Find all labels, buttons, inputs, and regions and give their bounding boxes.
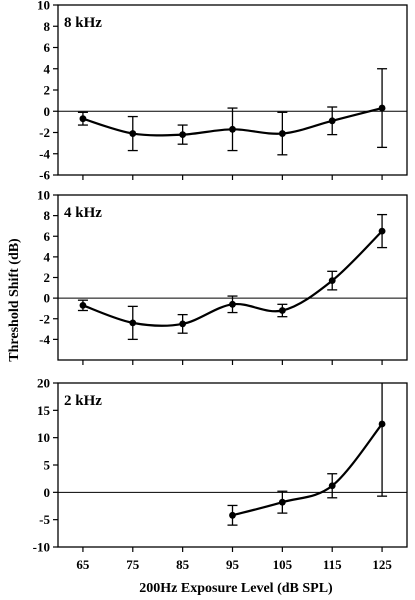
panel-label: 8 kHz: [64, 15, 102, 31]
panel-series: [77, 68, 388, 156]
data-point: [229, 300, 236, 308]
y-tick-label: 6: [44, 229, 51, 244]
x-axis-title: 200Hz Exposure Level (dB SPL): [139, 581, 333, 596]
data-point: [278, 307, 286, 314]
y-tick-label: -6: [39, 168, 50, 183]
data-point: [328, 277, 336, 284]
y-axis-title: Threshold Shift (dB): [7, 238, 22, 362]
y-tick-label: 4: [44, 61, 51, 76]
x-tick-label: 95: [226, 557, 240, 572]
y-tick-label: 10: [37, 430, 50, 445]
y-tick-label: 20: [37, 376, 50, 391]
x-tick-label: 125: [372, 557, 392, 572]
x-tick-label: 85: [176, 557, 190, 572]
data-point: [129, 130, 137, 137]
data-point: [378, 227, 386, 235]
y-tick-label: -5: [39, 512, 50, 527]
y-tick-label: 0: [44, 104, 51, 119]
data-point: [278, 130, 286, 137]
panel-label: 4 kHz: [64, 205, 102, 221]
y-tick-label: -10: [33, 540, 50, 555]
y-tick-label: 8: [44, 19, 51, 34]
y-tick-label: 0: [44, 485, 51, 500]
y-tick-label: 5: [44, 458, 51, 473]
y-tick-label: 2: [44, 83, 51, 98]
panel-frame: [57, 194, 408, 361]
x-tick-label: 115: [323, 557, 342, 572]
x-tick-label: 65: [76, 557, 90, 572]
data-point: [328, 117, 336, 125]
x-tick-label: 105: [273, 557, 293, 572]
y-tick-label: 0: [44, 291, 51, 306]
data-point: [229, 511, 236, 519]
panels-group: -6 -4 -2 0 2 4 6 8 10 8 kHz -4 -2 0 2 4 6 8 10 4 kHz -10 -5 0…: [33, 0, 408, 555]
data-point: [278, 498, 286, 506]
x-tick-label: 75: [126, 557, 140, 572]
y-tick-label: -4: [39, 332, 50, 347]
y-tick-label: 8: [44, 208, 51, 223]
y-tick-label: -2: [39, 125, 50, 140]
y-tick-label: 4: [44, 249, 51, 264]
data-point: [179, 320, 187, 328]
data-point: [179, 131, 187, 139]
series-line: [232, 423, 383, 517]
data-point: [79, 301, 87, 309]
data-point: [328, 482, 336, 490]
y-tick-label: 2: [44, 270, 51, 285]
panel-series: [77, 213, 388, 341]
y-tick-label: 10: [37, 0, 50, 13]
data-point: [229, 125, 236, 133]
y-tick-label: 15: [37, 403, 51, 418]
panel-1: -4 -2 0 2 4 6 8 10 4 kHz: [37, 188, 408, 365]
y-tick-label: -2: [39, 311, 50, 326]
data-point: [378, 104, 386, 112]
panel-series: [227, 383, 388, 526]
x-tick-labels: 65 75 85 95 105 115 125: [76, 557, 392, 572]
data-point: [378, 420, 386, 428]
y-tick-label: 6: [44, 40, 51, 55]
data-point: [129, 319, 137, 327]
y-tick-label: -4: [39, 146, 50, 161]
panel-2: -10 -5 0 5 10 15 20 2 kHz: [33, 376, 408, 555]
y-tick-label: 10: [37, 188, 50, 203]
panel-label: 2 kHz: [64, 393, 102, 409]
panel-0: -6 -4 -2 0 2 4 6 8 10 8 kHz: [37, 0, 408, 183]
data-point: [79, 115, 87, 123]
